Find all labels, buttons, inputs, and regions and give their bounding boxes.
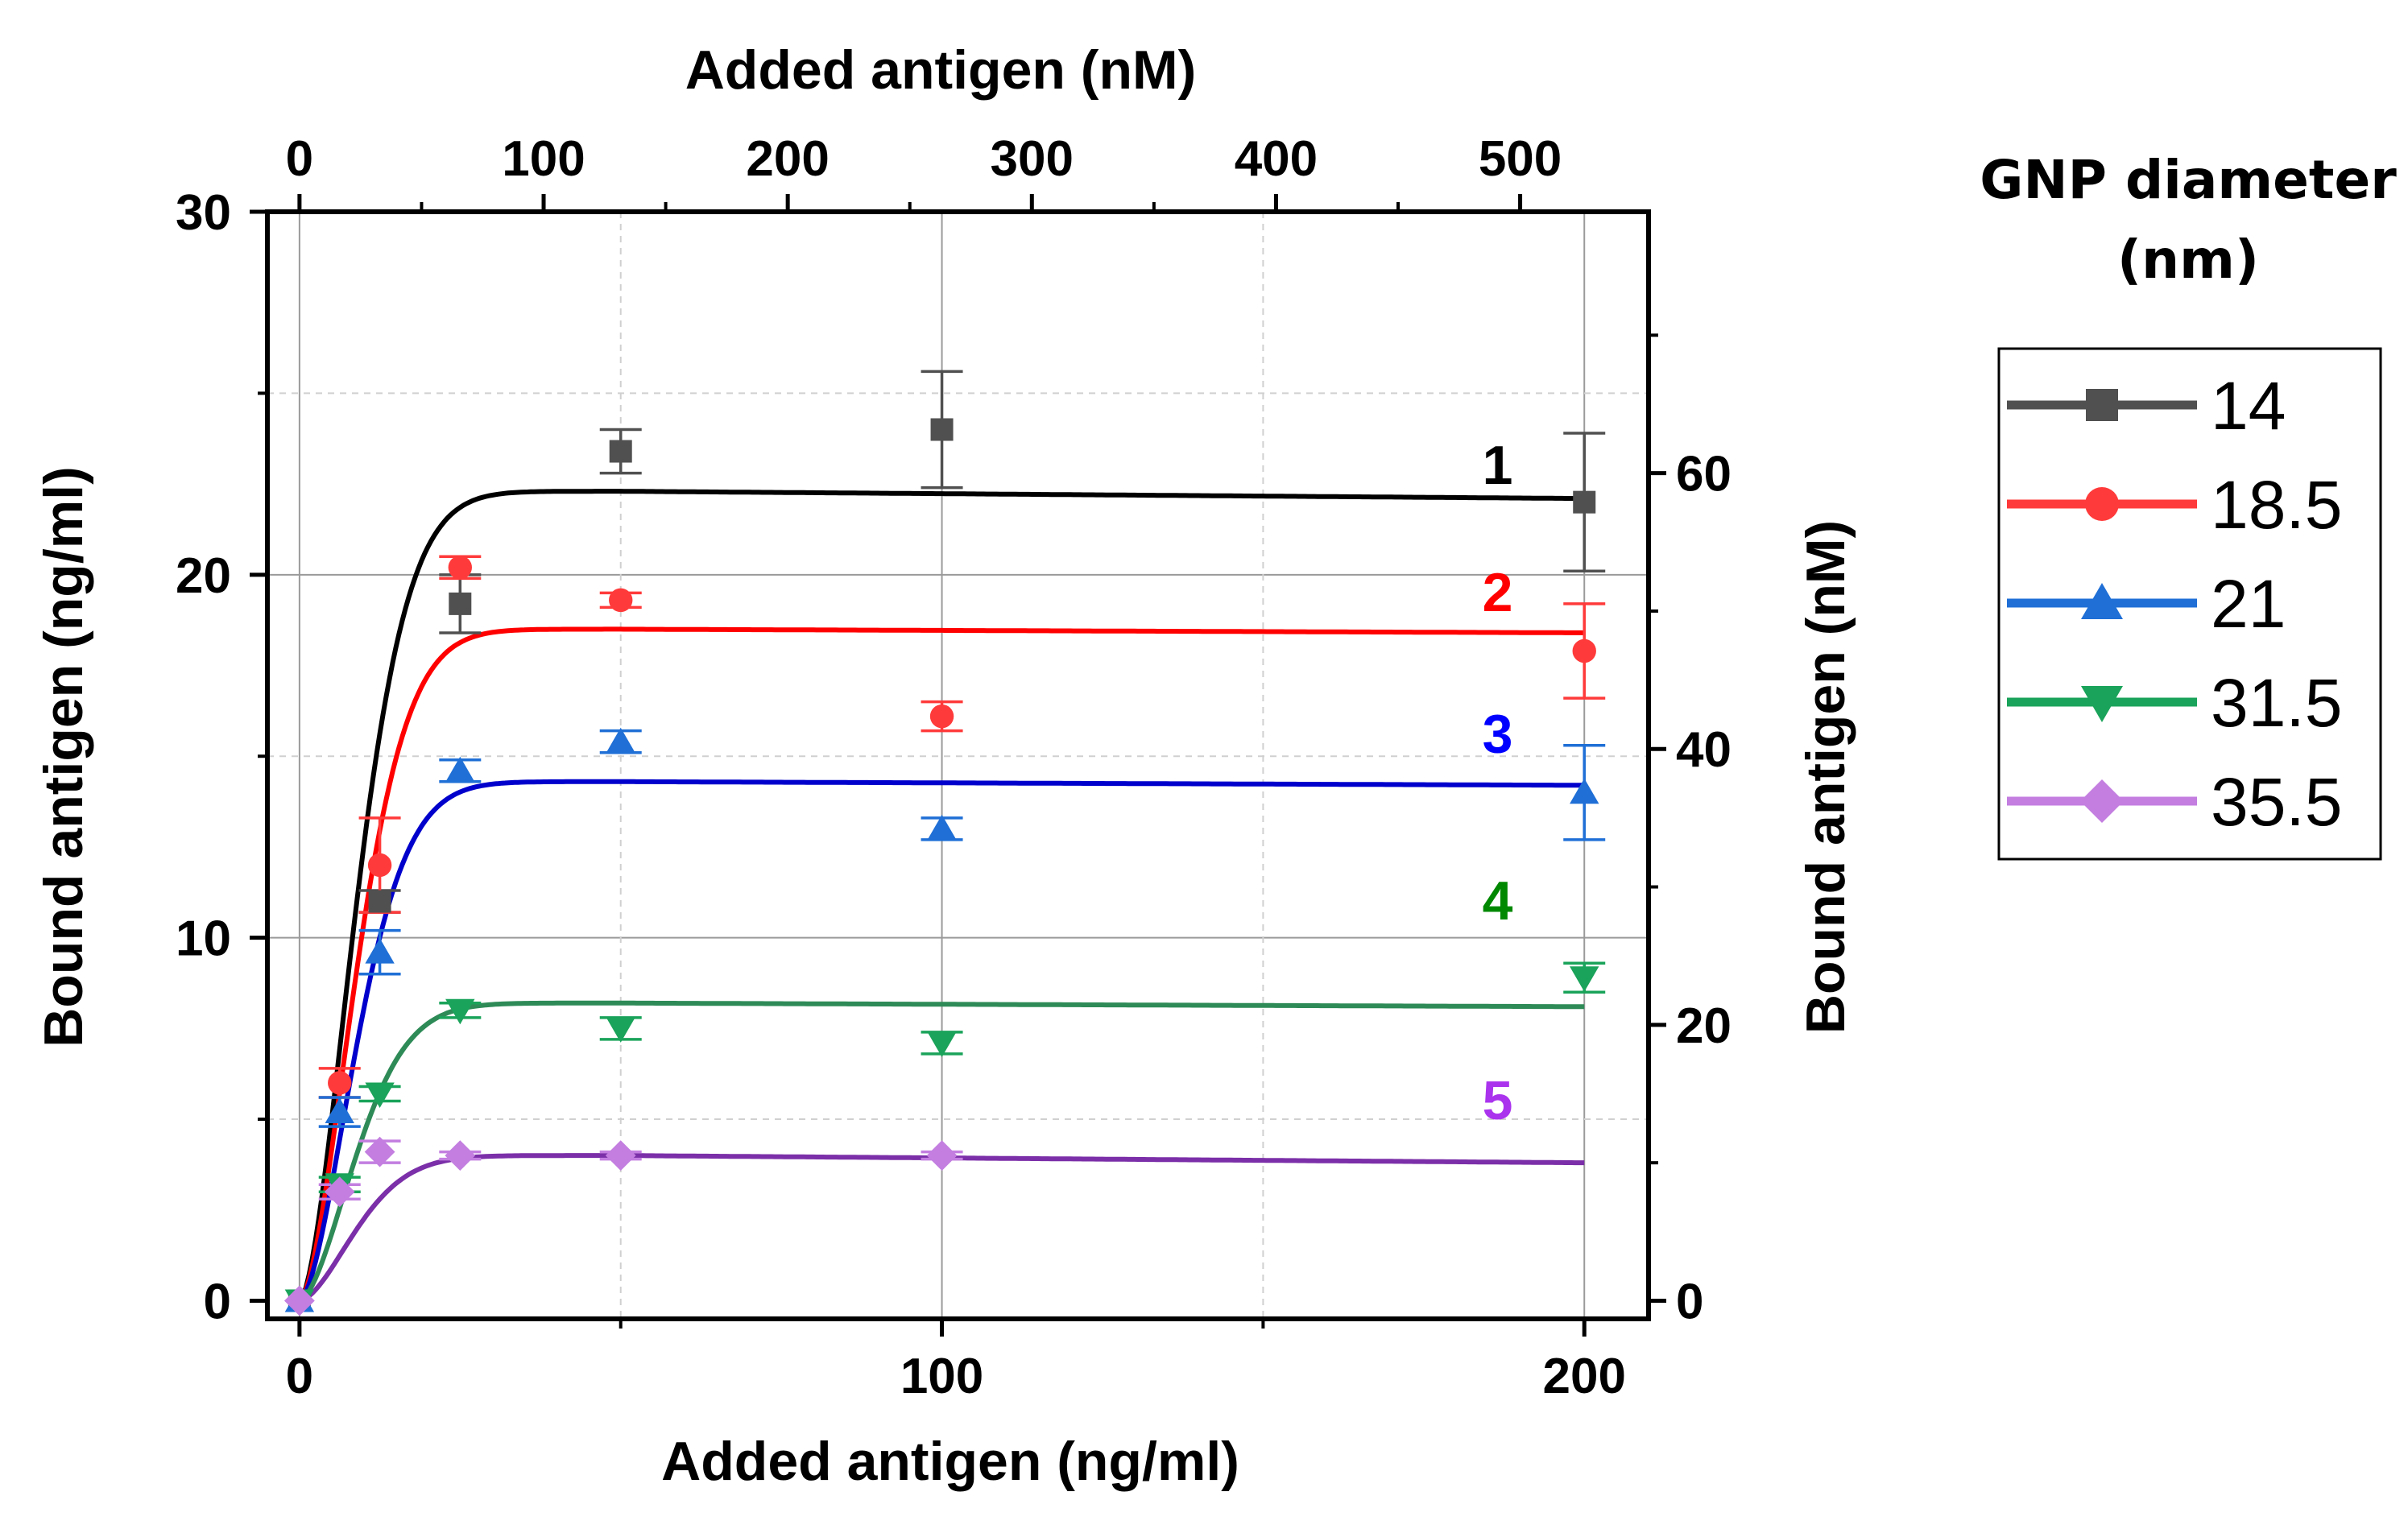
x-top-tick-label: 200 (746, 131, 829, 187)
data-point-series-2 (328, 1071, 352, 1095)
data-point-series-4 (365, 1082, 395, 1108)
data-point-series-4 (445, 998, 475, 1025)
fit-curve-4 (298, 1000, 1585, 1304)
data-point-series-1 (1573, 490, 1596, 514)
data-point-series-4 (1570, 966, 1599, 992)
fit-curves (297, 489, 1585, 1304)
data-point-series-3 (365, 938, 395, 964)
data-point-series-1 (368, 890, 391, 913)
data-point-series-5 (926, 1140, 958, 1172)
y-left-tick-label: 30 (176, 185, 231, 241)
plot-frame (265, 209, 1651, 1321)
data-point-series-3 (445, 756, 475, 783)
y-axis-title-right: Bound antigen (nM) (1795, 520, 1856, 1034)
x-bottom-tick-label: 100 (900, 1349, 983, 1404)
data-point-series-4 (927, 1031, 957, 1057)
data-point-series-5 (324, 1176, 355, 1208)
data-point-series-2 (367, 853, 392, 878)
data-point-series-1 (449, 592, 472, 615)
legend-title-unit: (nm) (2117, 229, 2259, 291)
legend-title: GNP diameter (1980, 149, 2397, 211)
x-axis-title-bottom: Added antigen (ng/ml) (661, 1431, 1239, 1492)
x-top-tick-label: 300 (991, 131, 1074, 187)
curve-label-1: 1 (1483, 435, 1513, 496)
data-point-series-2 (609, 588, 633, 613)
curve-label-3: 3 (1483, 704, 1513, 765)
y-right-tick-label: 20 (1676, 998, 1732, 1054)
data-point-series-4 (606, 1017, 635, 1043)
legend-swatch-marker (2080, 779, 2124, 823)
data-point-series-3 (325, 1097, 354, 1124)
legend-label: 14 (2211, 368, 2286, 444)
fit-curve-1 (297, 489, 1585, 1303)
legend-swatch-marker (2085, 487, 2119, 521)
x-bottom-tick-label: 200 (1543, 1349, 1626, 1404)
data-point-series-1 (609, 440, 632, 463)
y-left-tick-label: 0 (204, 1274, 231, 1329)
legend: GNP diameter (nm) 14 18.5 21 31.5 35.5 (1980, 149, 2397, 861)
curve-label-4: 4 (1483, 870, 1513, 932)
data-point-series-2 (929, 704, 954, 729)
data-point-series-1 (930, 418, 954, 441)
data-point-series-5 (364, 1136, 395, 1167)
y-right-tick-label: 60 (1676, 447, 1732, 502)
legend-swatch-marker (2086, 389, 2118, 421)
curve-label-2: 2 (1483, 562, 1513, 623)
data-point-series-3 (927, 814, 957, 841)
data-point-series-5 (605, 1140, 636, 1172)
legend-label: 18.5 (2211, 467, 2343, 543)
data-point-series-2 (1572, 638, 1596, 663)
y-right-tick-label: 0 (1676, 1274, 1703, 1329)
data-point-series-3 (606, 727, 635, 754)
data-point-series-3 (1570, 778, 1599, 804)
curve-labels: 1 2 3 4 5 (1483, 435, 1513, 1131)
fit-curve-2 (297, 626, 1585, 1303)
legend-label: 31.5 (2211, 665, 2343, 741)
data-point-series-5 (445, 1140, 476, 1172)
legend-label: 21 (2211, 566, 2286, 642)
x-bottom-tick-label: 0 (286, 1349, 313, 1404)
y-right-tick-label: 40 (1676, 722, 1732, 778)
data-markers (283, 418, 1599, 1316)
y-axis-title-left: Bound antigen (ng/ml) (33, 466, 94, 1047)
curve-label-5: 5 (1483, 1070, 1513, 1131)
data-point-series-5 (283, 1285, 315, 1316)
x-top-tick-label: 0 (286, 131, 313, 187)
y-left-tick-label: 10 (176, 911, 231, 967)
y-left-tick-label: 20 (176, 548, 231, 604)
legend-swatch-marker (2081, 583, 2123, 619)
x-axis-title-top: Added antigen (nM) (685, 39, 1197, 101)
x-top-tick-label: 500 (1479, 131, 1562, 187)
fit-curve-3 (297, 779, 1585, 1303)
data-point-series-2 (448, 556, 473, 580)
legend-swatch-marker (2081, 686, 2123, 722)
x-top-tick-label: 100 (502, 131, 585, 187)
legend-label: 35.5 (2211, 764, 2343, 840)
x-top-tick-label: 400 (1235, 131, 1318, 187)
